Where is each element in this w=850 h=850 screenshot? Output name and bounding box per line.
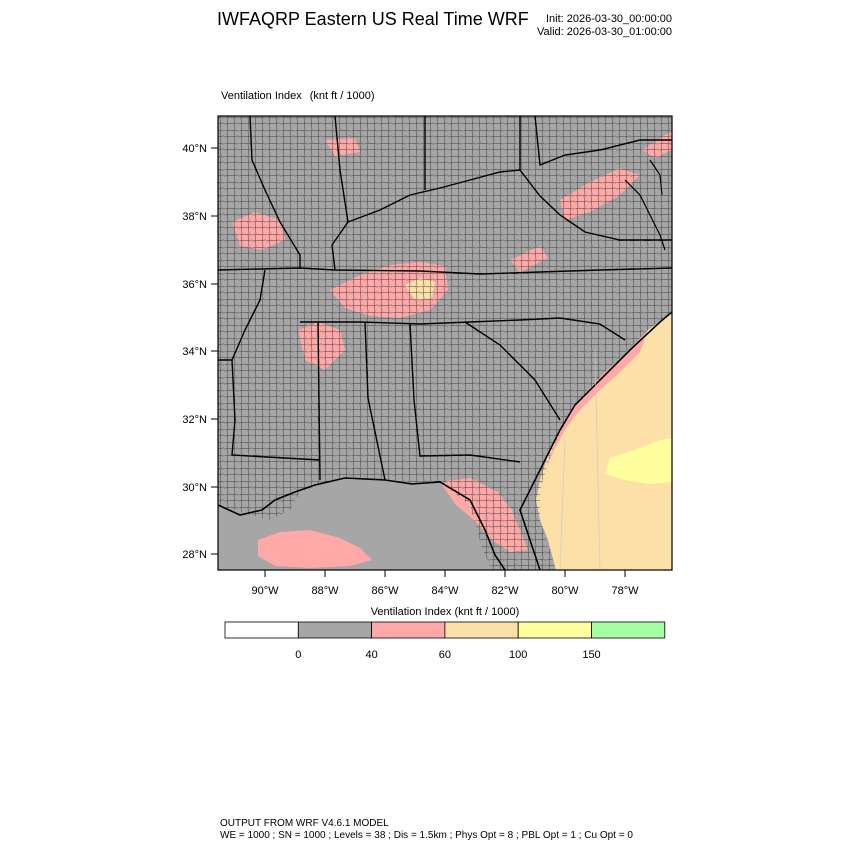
init-time: Init: 2026-03-30_00:00:00 — [546, 13, 672, 25]
colorbar-label: 150 — [582, 649, 601, 661]
colorbar-label: 100 — [509, 649, 528, 661]
valid-time: Valid: 2026-03-30_01:00:00 — [537, 26, 672, 38]
lon-tick-label: 80°W — [551, 585, 579, 597]
lon-tick-label: 88°W — [311, 585, 339, 597]
colorbar-label: 0 — [295, 649, 302, 661]
lat-tick-label: 38°N — [182, 211, 207, 223]
map-field-label: Ventilation Index (knt ft / 1000) — [221, 90, 375, 102]
lat-tick-marks — [211, 147, 218, 555]
colorbar-swatch — [297, 621, 372, 639]
colorbar — [224, 621, 666, 639]
colorbar-swatch — [444, 621, 519, 639]
lat-tick-label: 28°N — [182, 549, 207, 561]
colorbar-title: Ventilation Index (knt ft / 1000) — [370, 606, 520, 618]
chesapeake — [624, 159, 666, 251]
county-grid — [218, 116, 672, 570]
colorbar-swatch — [371, 621, 446, 639]
colorbar-label: 40 — [365, 649, 378, 661]
colorbar-swatch — [591, 621, 666, 639]
colorbar-swatch — [224, 621, 299, 639]
lat-tick-label: 40°N — [182, 143, 207, 155]
lat-tick-labels: 40°N 38°N 36°N 34°N 32°N 30°N 28°N — [182, 143, 207, 561]
lon-tick-label: 84°W — [431, 585, 459, 597]
model-info-line2: WE = 1000 ; SN = 1000 ; Levels = 38 ; Di… — [220, 830, 633, 841]
lon-tick-labels: 90°W 88°W 86°W 84°W 82°W 80°W 78°W — [251, 585, 639, 597]
model-info-line1: OUTPUT FROM WRF V4.6.1 MODEL — [220, 818, 389, 829]
lon-tick-label: 78°W — [611, 585, 639, 597]
graticule — [559, 349, 601, 570]
colorbar-swatch — [517, 621, 592, 639]
lat-tick-label: 30°N — [182, 482, 207, 494]
lon-tick-label: 82°W — [491, 585, 519, 597]
coastline — [218, 311, 672, 570]
lat-tick-label: 32°N — [182, 414, 207, 426]
model-info: OUTPUT FROM WRF V4.6.1 MODEL WE = 1000 ;… — [220, 818, 633, 842]
time-info: Init: 2026-03-30_00:00:00 Valid: 2026-03… — [537, 13, 672, 39]
state-boundaries — [218, 116, 672, 481]
offshore-max — [605, 438, 672, 484]
lat-tick-label: 34°N — [182, 346, 207, 358]
lat-tick-label: 36°N — [182, 279, 207, 291]
field-units: (knt ft / 1000) — [309, 90, 375, 102]
colorbar-label: 60 — [438, 649, 452, 661]
lon-tick-label: 90°W — [251, 585, 279, 597]
atlantic-high-vi — [536, 312, 672, 570]
page-title: IWFAQRP Eastern US Real Time WRF — [217, 9, 529, 29]
field-name: Ventilation Index — [221, 90, 302, 102]
map-area — [218, 116, 672, 570]
gulf-pink — [258, 530, 372, 568]
lon-tick-marks — [264, 570, 626, 577]
coastal-band — [546, 330, 648, 470]
lon-tick-label: 86°W — [371, 585, 399, 597]
